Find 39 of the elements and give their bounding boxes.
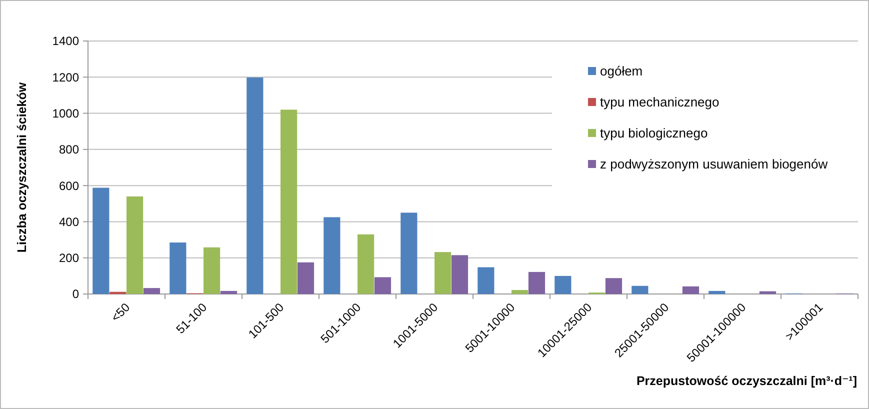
bar (324, 217, 340, 294)
bar (204, 247, 220, 294)
y-tick-label: 0 (72, 287, 80, 302)
legend-label: z podwyższonym usuwaniem biogenów (600, 156, 828, 172)
legend-label: ogółem (600, 64, 643, 79)
bar (605, 278, 622, 294)
x-tick-label: <50 (108, 300, 133, 325)
bar (220, 290, 238, 294)
y-tick-label: 1400 (52, 34, 80, 48)
y-tick-label: 600 (58, 178, 80, 193)
bar (478, 267, 494, 294)
legend-label: typu biologicznego (600, 126, 708, 141)
bar (297, 262, 314, 294)
x-axis-title: Przepustowość oczyszczalni [m³·d⁻¹] (636, 374, 857, 388)
bar (682, 286, 700, 294)
bar (92, 188, 110, 294)
y-tick-label: 800 (58, 142, 80, 157)
bar (451, 255, 468, 294)
bar (632, 286, 648, 294)
y-tick-label: 200 (58, 251, 80, 266)
bar (554, 276, 572, 294)
legend-label: typu mechanicznego (600, 94, 720, 110)
y-axis-title: Liczba oczyszczalni ścieków (15, 82, 29, 253)
bar (434, 252, 452, 294)
bar (374, 277, 392, 294)
bar (400, 212, 418, 294)
y-tick-label: 1000 (52, 106, 80, 120)
bar (759, 291, 776, 294)
bar (143, 288, 160, 294)
bar (708, 290, 726, 294)
bar (280, 110, 298, 294)
bar (528, 272, 546, 294)
bar (126, 196, 144, 294)
y-tick-label: 400 (58, 214, 80, 229)
bar (512, 290, 528, 294)
y-tick-label: 1200 (52, 70, 80, 84)
bar (246, 78, 264, 294)
bar (170, 242, 186, 294)
bar (358, 234, 374, 294)
